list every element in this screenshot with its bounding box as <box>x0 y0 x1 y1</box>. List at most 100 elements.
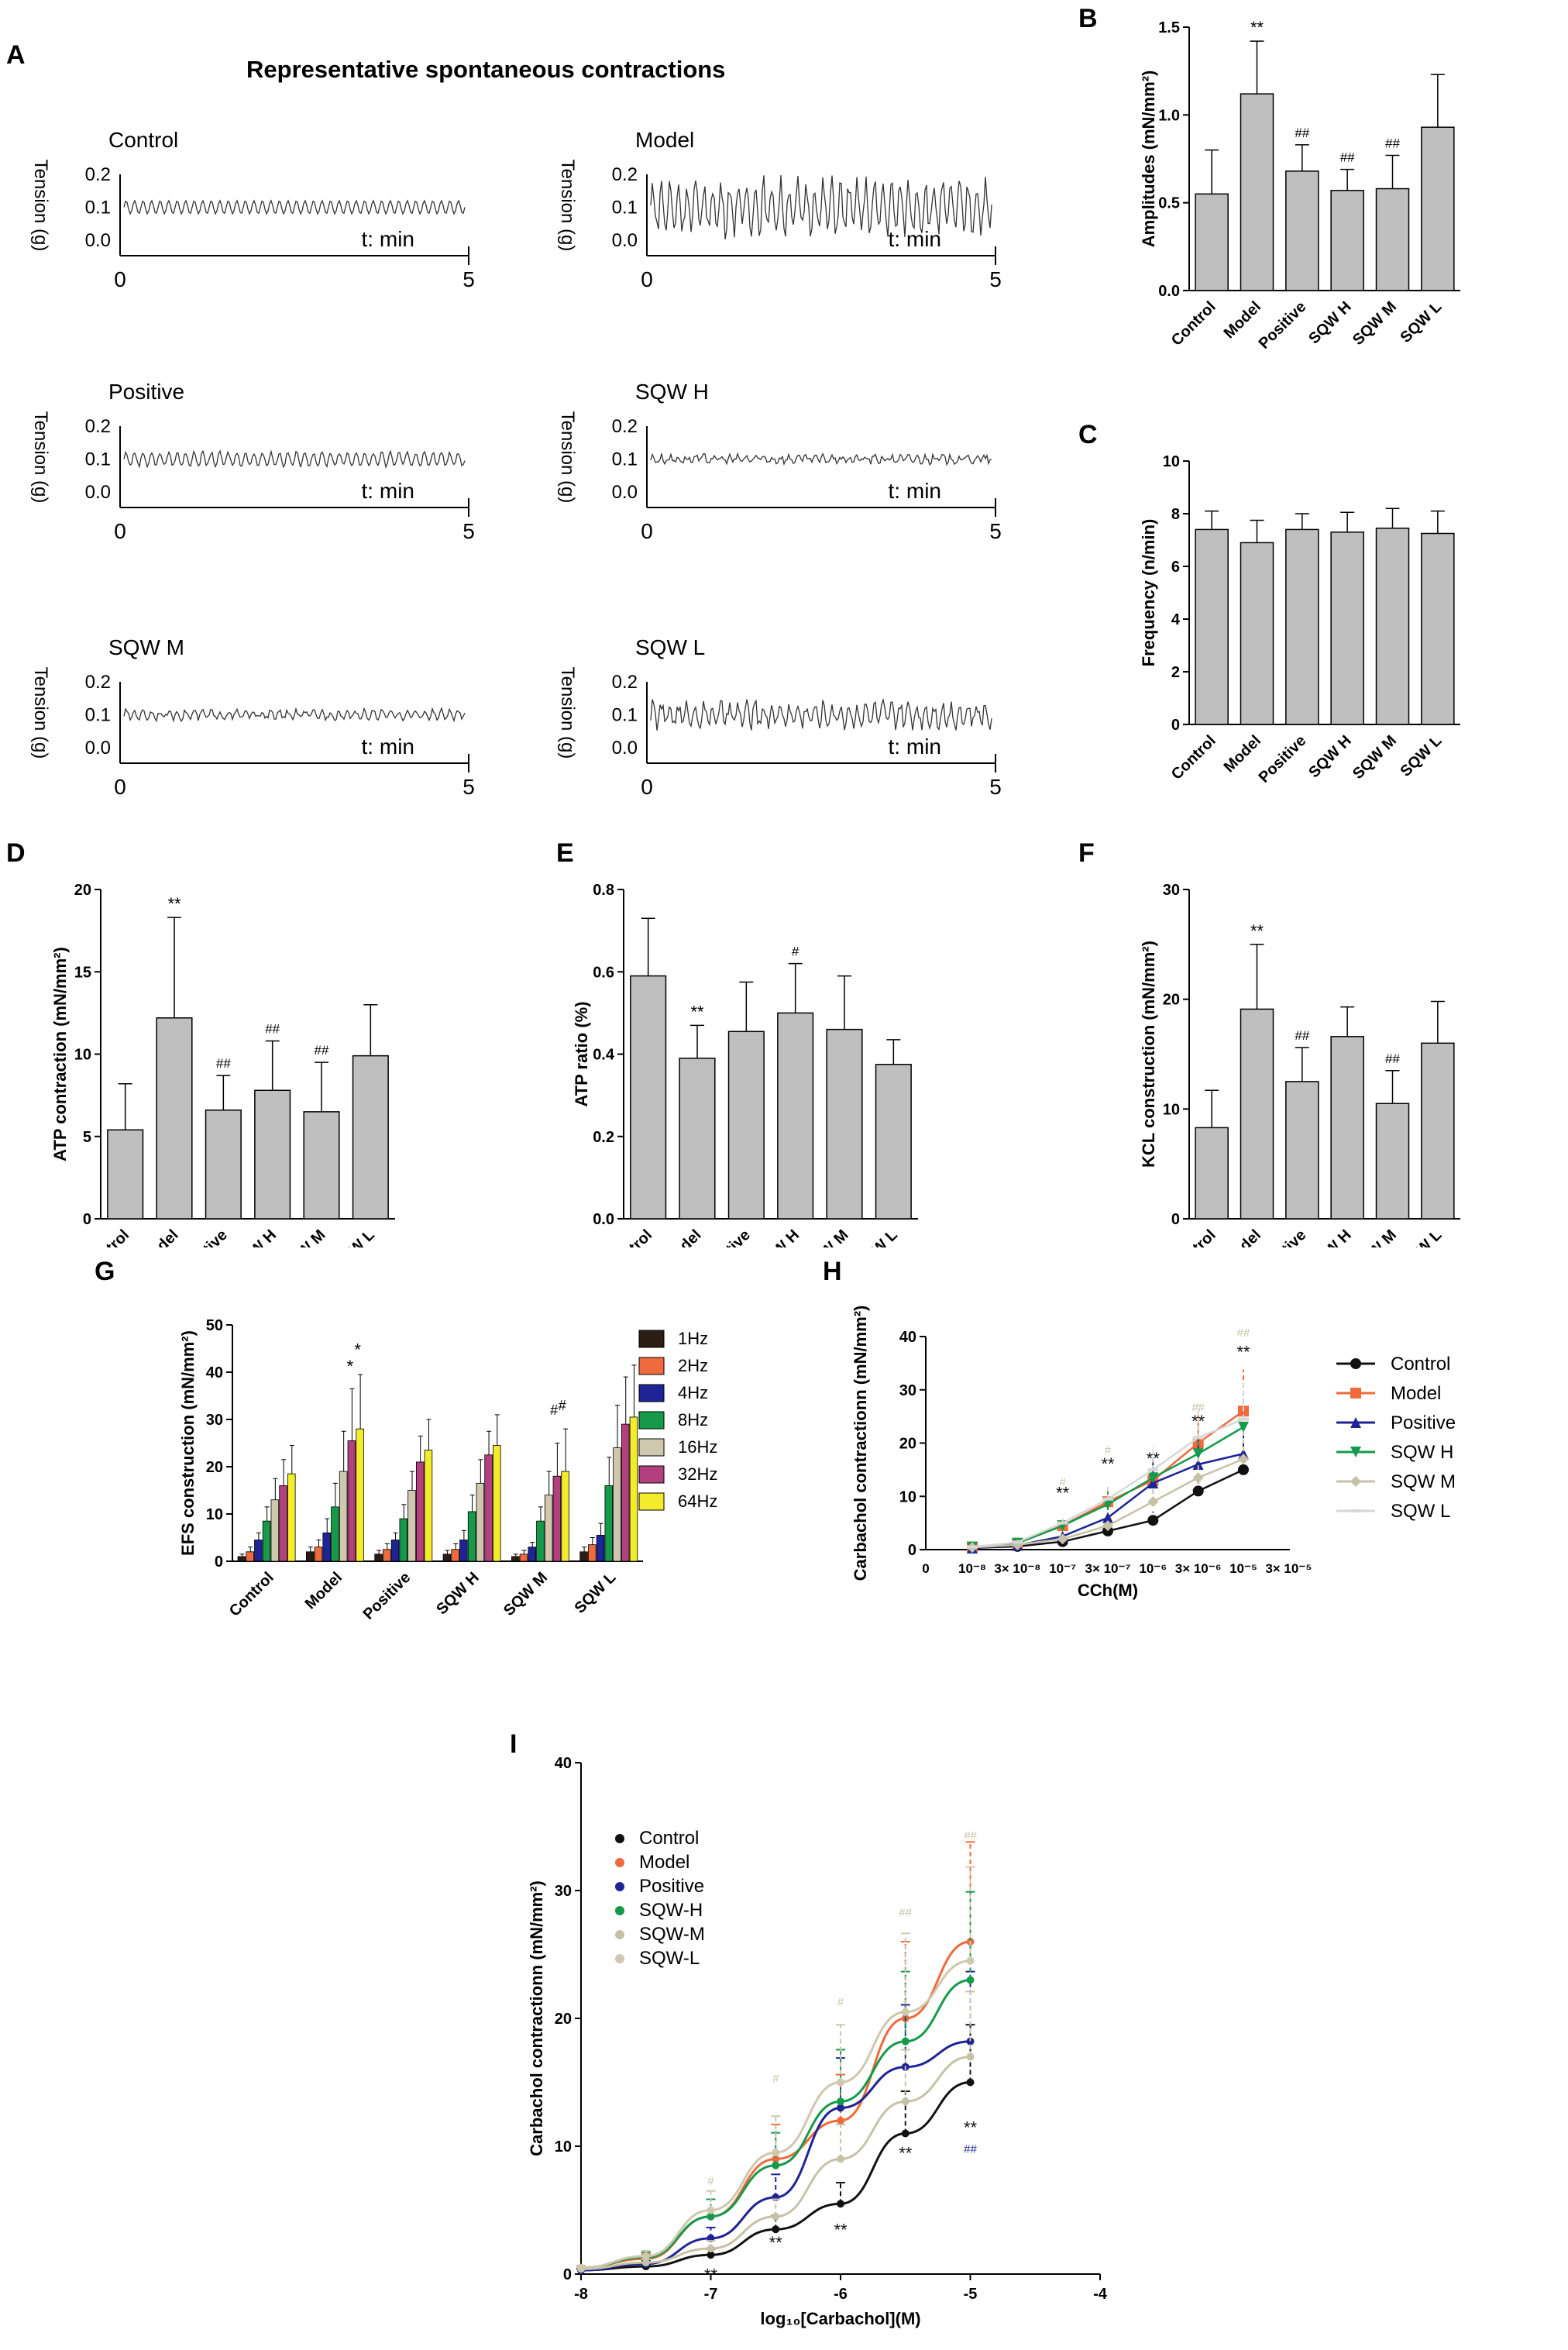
marker-sqw-h <box>1192 1448 1204 1460</box>
significance-mark: * <box>354 1340 361 1360</box>
x-tick-label: SQW H <box>1305 1227 1354 1247</box>
y-tick-label: 20 <box>74 882 91 899</box>
legend-label-sqw-h: SQW-H <box>639 1900 703 1921</box>
bar-control-32hz <box>279 1485 287 1562</box>
y-tick-label: 10 <box>74 1047 91 1064</box>
legend-marker-sqw-m <box>615 1930 624 1939</box>
bar-control <box>107 1129 144 1220</box>
y-tick-label: 0 <box>1171 1211 1180 1228</box>
x-tick-label: -7 <box>704 2286 718 2303</box>
significance-mark: ** <box>1250 18 1264 37</box>
data-point-sqw-m <box>901 2097 910 2106</box>
bar-sqw-h-16hz <box>476 1482 485 1562</box>
x-tick-label: SQW L <box>571 1569 619 1617</box>
marker-sqw-h <box>1102 1498 1113 1510</box>
y-tick-label: 0 <box>908 1542 916 1559</box>
bar-sqw-h <box>254 1089 291 1220</box>
bar-sqw-m <box>303 1111 340 1220</box>
data-point-sqw-l <box>577 2263 585 2272</box>
y-tick-label: 0 <box>563 2266 572 2283</box>
marker-positive <box>1102 1512 1113 1523</box>
trace-y-tick: 0.2 <box>612 672 638 693</box>
legend-label-sqw-l: SQW-L <box>639 1948 700 1969</box>
significance-mark: ** <box>834 2221 848 2240</box>
bar-sqw-h-1hz <box>442 1553 452 1562</box>
bar-control-64hz <box>287 1473 296 1562</box>
legend-swatch-1hz <box>638 1330 665 1348</box>
trace-x-end: 5 <box>462 519 475 543</box>
significance-mark: ** <box>1056 1484 1070 1503</box>
panel-label-c: C <box>1078 420 1098 449</box>
marker-sqw-m <box>1057 1533 1068 1545</box>
significance-mark: ## <box>315 1043 329 1058</box>
bar-model-1hz <box>305 1551 315 1562</box>
significance-mark: ** <box>964 2118 978 2138</box>
significance-mark: ** <box>1101 1454 1115 1474</box>
chart-i: 0 10 20 30 40 -8 -7 -6 -5 -4 log₁₀[Carbachol](M) Ca… <box>527 1755 1108 2328</box>
x-tick-label: Model <box>138 1227 181 1247</box>
y-tick-label: 2 <box>1171 664 1180 681</box>
bar-sqw-m <box>1375 188 1410 291</box>
trace-x-label: t: min <box>889 227 941 251</box>
significance-mark: ** <box>690 1002 704 1021</box>
x-tick-label: Positive <box>177 1227 231 1247</box>
bar-sqw-m-8hz <box>536 1520 545 1562</box>
bar-control <box>1195 528 1229 725</box>
x-tick-label: SQW M <box>500 1569 551 1619</box>
panel-label-b: B <box>1078 4 1098 33</box>
bar-control-8hz <box>262 1520 271 1562</box>
panel-label-i: I <box>510 1729 518 1759</box>
panel-label-h: H <box>823 1257 842 1286</box>
x-tick-label: 10⁻⁸ <box>958 1561 986 1576</box>
marker-sqw-h <box>1147 1472 1159 1484</box>
y-tick-label: 0.8 <box>593 882 614 899</box>
x-tick-label: Positive <box>700 1227 754 1247</box>
legend-label-16hz: 16Hz <box>678 1437 717 1457</box>
x-tick-label: Model <box>302 1569 346 1612</box>
legend-swatch-64hz <box>638 1492 665 1511</box>
trace-name-sqw-m: SQW M <box>108 635 184 659</box>
significance-mark: # <box>550 1402 558 1418</box>
data-point-positive <box>837 2104 844 2112</box>
y-tick-label: 1.0 <box>1158 107 1180 124</box>
x-tick-label: Model <box>1221 298 1264 342</box>
x-tick-label: SQW M <box>278 1227 328 1247</box>
y-tick-label: 40 <box>899 1329 916 1346</box>
bar-sqw-h <box>1330 1036 1364 1220</box>
bar-positive <box>727 1030 765 1220</box>
bar-sqw-l-8hz <box>604 1485 614 1562</box>
trace-x-start: 0 <box>114 267 126 291</box>
x-tick-label: 3× 10⁻⁵ <box>1265 1561 1312 1576</box>
trace-name-positive: Positive <box>108 380 184 404</box>
legend-marker-positive <box>615 1882 624 1891</box>
bar-control <box>1195 193 1229 291</box>
bar-sqw-m <box>826 1028 863 1220</box>
bar-positive-8hz <box>399 1518 408 1562</box>
legend-marker-control <box>1350 1358 1361 1369</box>
significance-mark: # <box>772 2073 779 2086</box>
data-point-sqw-m <box>707 2245 715 2252</box>
trace-name-sqw-l: SQW L <box>635 635 705 659</box>
trace-y-label: Tension (g) <box>30 667 51 759</box>
bar-sqw-h <box>1330 532 1364 725</box>
marker-sqw-m <box>1238 1454 1249 1465</box>
bar-sqw-l-16hz <box>613 1447 621 1562</box>
data-point-sqw-m <box>641 2259 650 2267</box>
panel-label-e: E <box>556 838 574 868</box>
y-tick-label: 1.5 <box>1158 19 1180 36</box>
y-tick-label: 15 <box>74 964 91 981</box>
significance-mark: ## <box>1237 1326 1250 1340</box>
bar-sqw-l-2hz <box>588 1544 597 1562</box>
data-point-positive <box>966 2037 975 2045</box>
x-tick-label: 10⁻⁶ <box>1139 1561 1167 1576</box>
legend-label-model: Model <box>639 1852 689 1873</box>
bar-sqw-h <box>777 1012 814 1220</box>
x-tick-label: SQW L <box>330 1227 378 1247</box>
trace-x-start: 0 <box>641 267 653 291</box>
data-point-sqw-h <box>837 2097 844 2106</box>
significance-mark: ** <box>167 894 181 914</box>
y-tick-label: 30 <box>555 1883 572 1900</box>
bar-sqw-l <box>1421 126 1455 291</box>
